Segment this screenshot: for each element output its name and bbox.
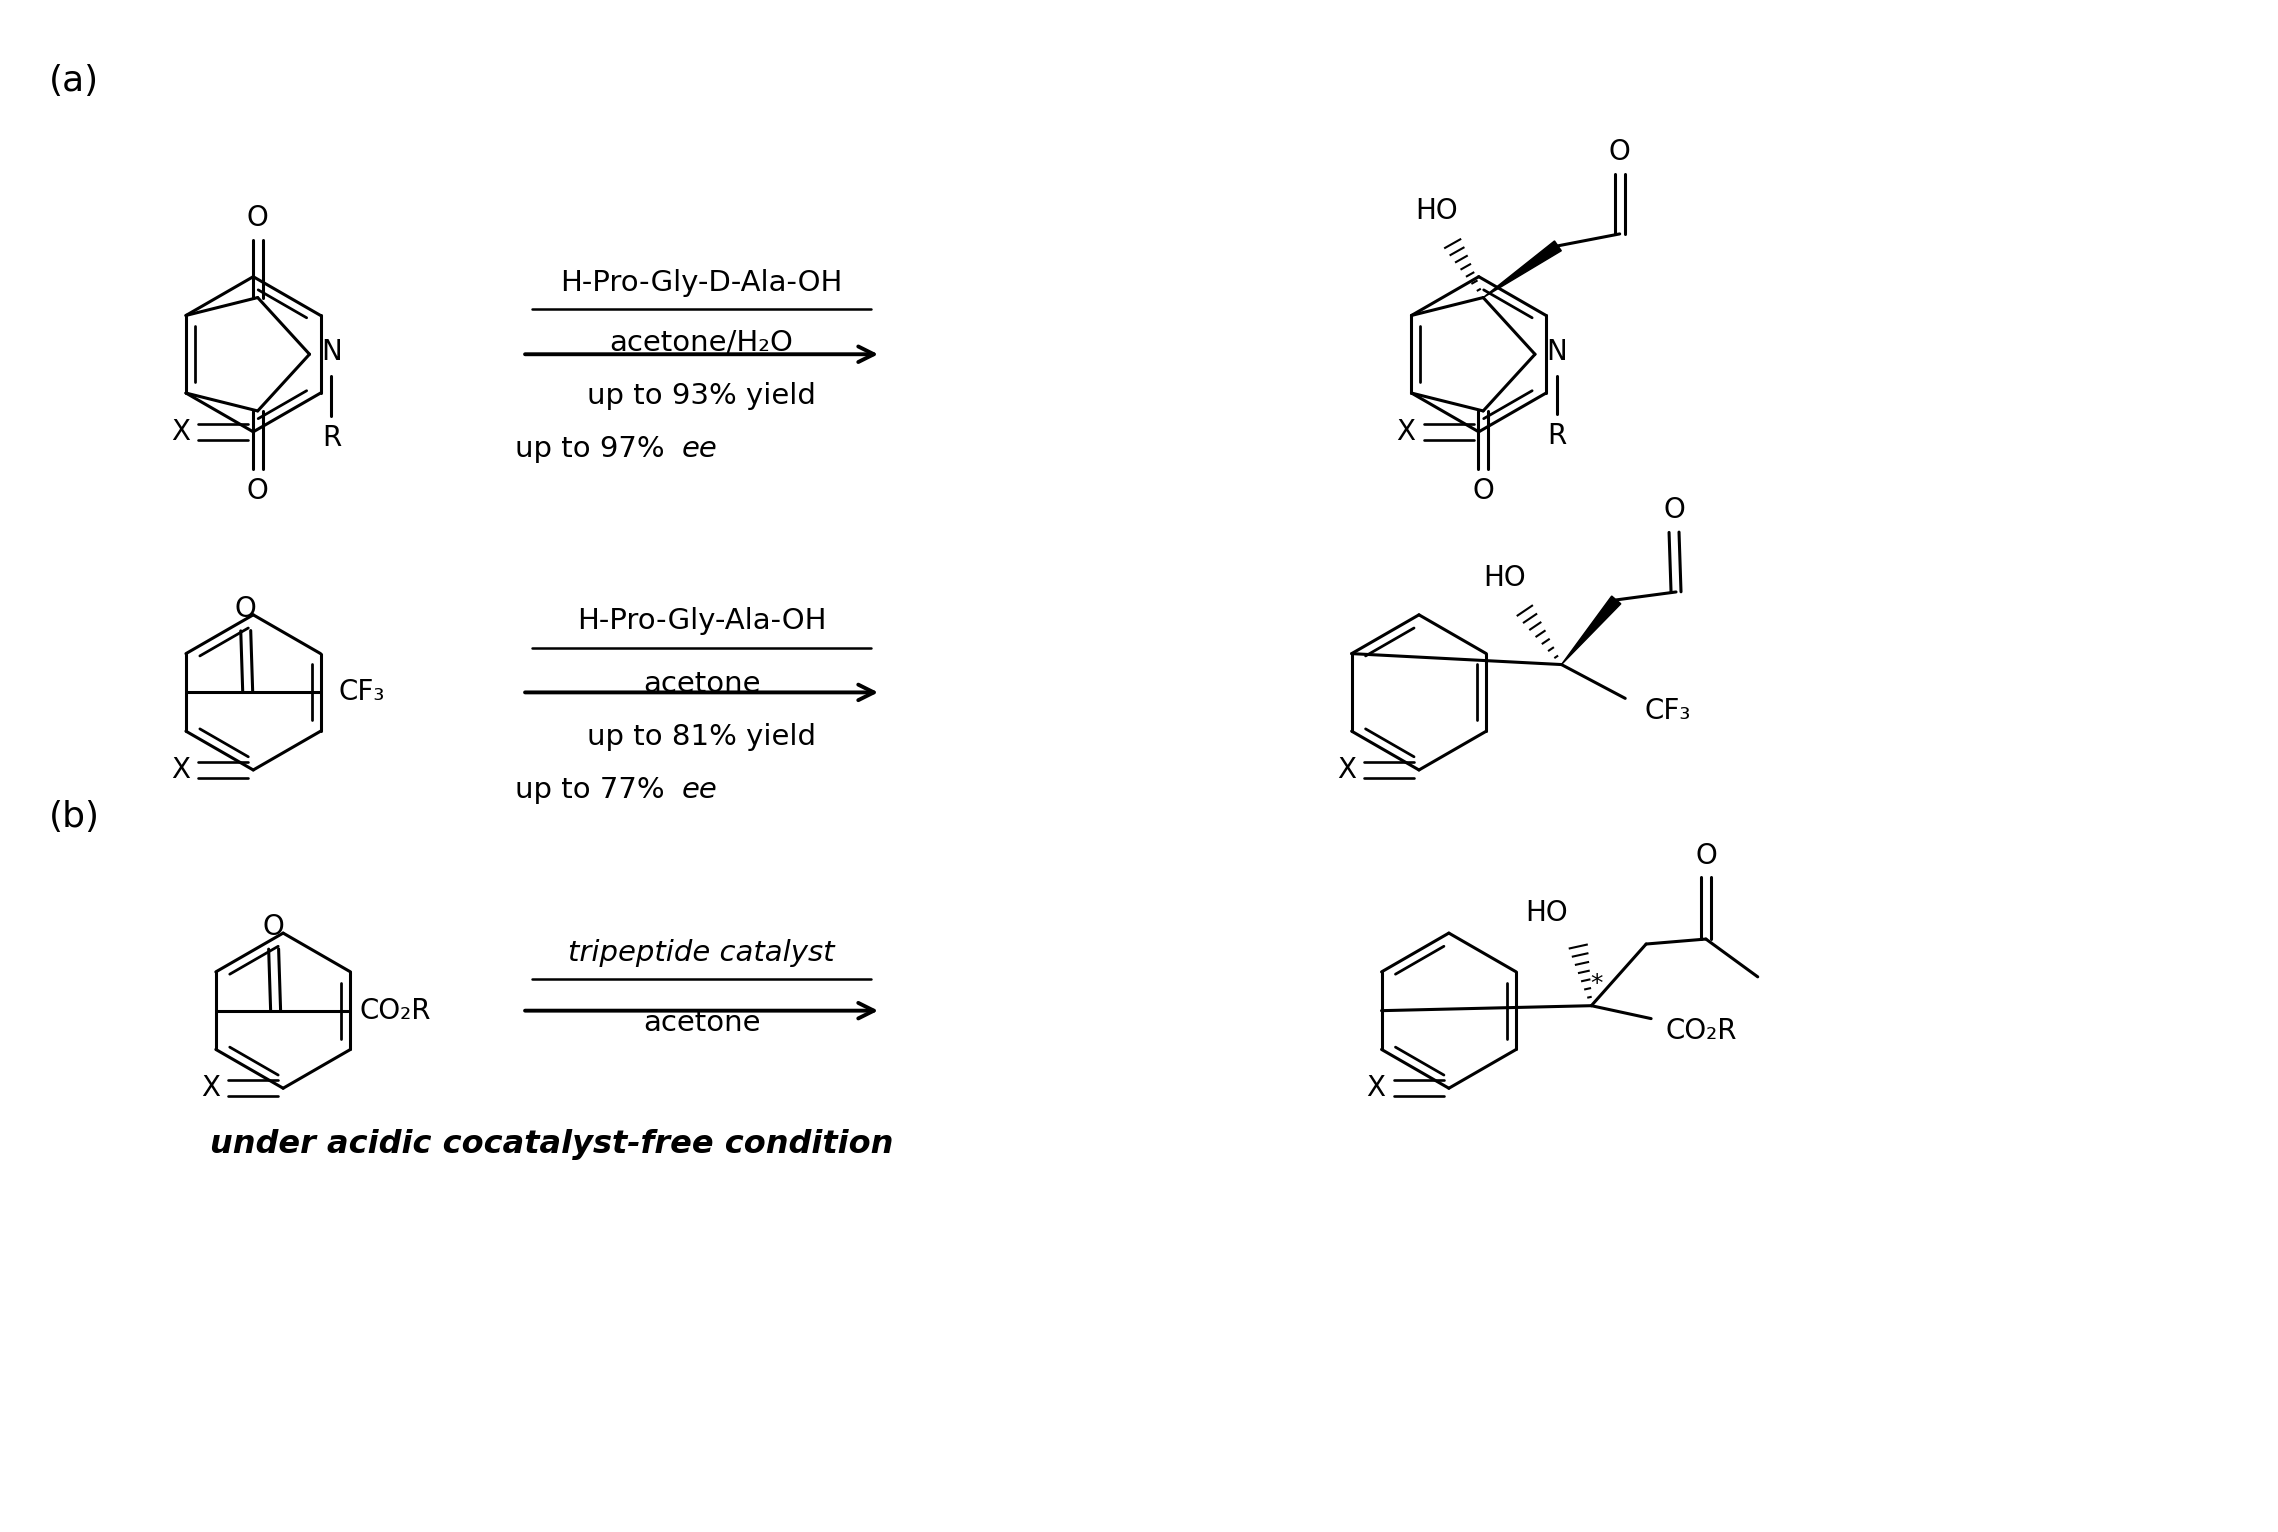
Text: N: N xyxy=(321,339,342,366)
Text: X: X xyxy=(171,755,189,784)
Polygon shape xyxy=(1483,241,1560,297)
Text: under acidic cocatalyst-free condition: under acidic cocatalyst-free condition xyxy=(210,1129,893,1160)
Text: X: X xyxy=(1396,418,1415,446)
Text: O: O xyxy=(1695,841,1718,870)
Text: R: R xyxy=(321,424,342,452)
Text: HO: HO xyxy=(1483,564,1526,591)
Text: ee: ee xyxy=(681,435,718,463)
Text: X: X xyxy=(171,418,189,446)
Text: ee: ee xyxy=(681,775,718,804)
Text: (b): (b) xyxy=(50,800,100,833)
Text: O: O xyxy=(235,594,257,624)
Text: R: R xyxy=(1547,421,1567,450)
Text: X: X xyxy=(200,1074,221,1102)
Text: X: X xyxy=(1337,755,1355,784)
Text: N: N xyxy=(1547,339,1567,366)
Text: up to 81% yield: up to 81% yield xyxy=(588,723,816,751)
Text: O: O xyxy=(262,913,285,941)
Text: tripeptide catalyst: tripeptide catalyst xyxy=(567,939,834,967)
Text: O: O xyxy=(1608,138,1631,167)
Text: (a): (a) xyxy=(50,64,100,98)
Text: O: O xyxy=(1663,496,1686,524)
Text: HO: HO xyxy=(1415,198,1458,225)
Text: H-Pro-Gly-D-Ala-OH: H-Pro-Gly-D-Ala-OH xyxy=(560,268,843,297)
Text: O: O xyxy=(1472,476,1494,504)
Text: CF₃: CF₃ xyxy=(1645,697,1690,725)
Text: acetone: acetone xyxy=(642,1008,761,1037)
Text: O: O xyxy=(246,476,269,504)
Text: X: X xyxy=(1367,1074,1385,1102)
Polygon shape xyxy=(1560,596,1622,665)
Text: up to 77%: up to 77% xyxy=(515,775,674,804)
Text: CF₃: CF₃ xyxy=(337,679,385,706)
Text: acetone: acetone xyxy=(642,671,761,699)
Text: HO: HO xyxy=(1526,899,1567,927)
Text: CO₂R: CO₂R xyxy=(1665,1017,1736,1045)
Text: O: O xyxy=(246,204,269,231)
Text: acetone/H₂O: acetone/H₂O xyxy=(611,328,793,357)
Text: *: * xyxy=(1590,971,1601,996)
Text: CO₂R: CO₂R xyxy=(360,997,431,1025)
Text: up to 97%: up to 97% xyxy=(515,435,674,463)
Text: up to 93% yield: up to 93% yield xyxy=(588,381,816,411)
Text: H-Pro-Gly-Ala-OH: H-Pro-Gly-Ala-OH xyxy=(576,607,827,634)
